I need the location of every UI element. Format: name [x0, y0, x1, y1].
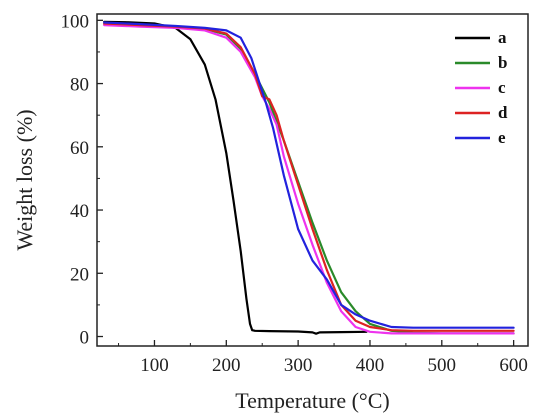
series-line-c	[103, 24, 515, 335]
y-tick-label: 100	[61, 11, 90, 32]
x-axis-title: Temperature (°C)	[235, 388, 389, 413]
x-tick-label: 300	[284, 355, 313, 376]
series-layer	[103, 20, 515, 335]
series-line-b	[103, 23, 515, 335]
x-tick-label: 100	[140, 355, 169, 376]
y-tick-label: 60	[70, 138, 89, 159]
y-tick-label: 0	[80, 328, 90, 349]
legend-label-d: d	[498, 103, 508, 122]
series-line-a	[103, 20, 368, 335]
y-tick-label: 40	[70, 201, 89, 222]
x-tick-label: 600	[499, 355, 528, 376]
legend-label-a: a	[498, 28, 507, 47]
y-tick-label: 20	[70, 264, 89, 285]
x-tick-label: 400	[356, 355, 385, 376]
x-tick-label: 200	[212, 355, 241, 376]
legend-label-c: c	[498, 78, 506, 97]
plot-frame	[96, 13, 529, 347]
legend-label-e: e	[498, 128, 506, 147]
legend-label-b: b	[498, 53, 507, 72]
y-tick-label: 80	[70, 75, 89, 96]
series-line-d	[103, 22, 515, 332]
series-line-e	[103, 21, 515, 329]
x-tick-label: 500	[428, 355, 457, 376]
y-axis-title: Weight loss (%)	[12, 109, 37, 250]
ticks-layer: 100 200 300 400 500 600 0 20 40 60 80 100	[61, 11, 528, 376]
